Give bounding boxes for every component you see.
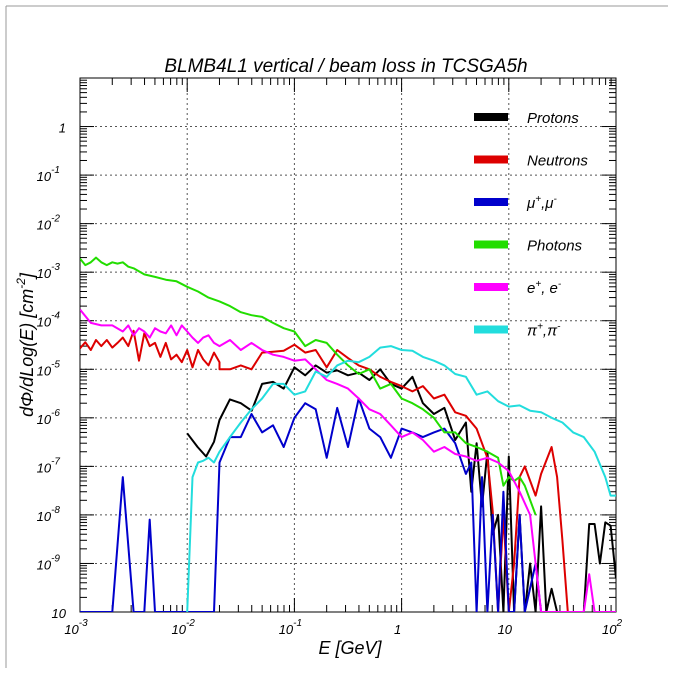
- legend-label-part: ,π: [543, 323, 558, 340]
- legend-label: Neutrons: [527, 153, 588, 170]
- y-tick-label: 10-4: [37, 311, 61, 330]
- y-axis-label-main: dΦ/dLog(E) [cm: [17, 289, 37, 417]
- x-tick-base: 10: [172, 622, 187, 637]
- y-tick-label: 10: [52, 606, 67, 621]
- legend-label-sup: +: [535, 194, 541, 205]
- legend-label-sup: +: [537, 322, 543, 333]
- y-tick-label: 10-5: [37, 359, 61, 378]
- y-tick-base: 10: [37, 509, 52, 524]
- legend-label-sup: -: [553, 194, 557, 205]
- legend-label-part: e: [527, 280, 535, 297]
- y-tick-base: 10: [37, 266, 52, 281]
- ticks: [79, 77, 617, 613]
- y-tick-exponent: -2: [51, 214, 60, 225]
- x-tick-base: 10: [498, 622, 513, 637]
- legend-swatch: [474, 325, 508, 334]
- x-axis-label: E [GeV]: [318, 638, 382, 658]
- legend-swatch: [474, 113, 508, 121]
- y-tick-exponent: -6: [51, 408, 60, 419]
- x-tick-base: 10: [602, 622, 617, 637]
- y-tick-exponent: -7: [51, 456, 60, 467]
- legend-label-sup: -: [558, 279, 562, 290]
- x-tick-exponent: -2: [186, 618, 195, 629]
- y-tick-label: 10-6: [37, 408, 61, 427]
- series-line-e-e: [80, 308, 616, 612]
- series-line-protons: [186, 364, 616, 612]
- x-tick-exponent: 2: [615, 618, 622, 629]
- y-tick-label: 10-9: [37, 553, 61, 572]
- y-tick-exponent: -8: [51, 505, 60, 516]
- y-tick-label: 10-1: [37, 165, 60, 184]
- x-tick-exponent: -1: [293, 618, 302, 629]
- legend-label-sup: -: [557, 322, 561, 333]
- y-tick-base: 10: [37, 363, 52, 378]
- tick-labels: 10-3 10-2 10-1 1 10 1021010-910-810-710-610-5…: [37, 121, 623, 637]
- legend-label-part: , e: [541, 280, 558, 297]
- series-line-series-5: [186, 345, 616, 612]
- series-group: [80, 256, 616, 612]
- x-tick-base: 10: [279, 622, 294, 637]
- legend-label-sup: +: [535, 279, 541, 290]
- y-tick-base: 10: [37, 557, 52, 572]
- y-tick-exponent: -5: [51, 359, 60, 370]
- series-line-series-2: [80, 397, 552, 612]
- y-tick-base: 10: [37, 169, 52, 184]
- y-tick-base: 10: [37, 460, 52, 475]
- y-tick-label: 10-8: [37, 505, 61, 524]
- y-tick-label: 10-7: [37, 456, 61, 475]
- y-axis-label-text: dΦ/dLog(E) [cm-2]: [14, 272, 37, 417]
- y-tick-label: 10-2: [37, 214, 61, 233]
- x-tick-exponent: -3: [79, 618, 88, 629]
- y-axis-label-tail: ]: [17, 272, 37, 280]
- y-tick-exponent: -9: [51, 553, 60, 564]
- y-axis-label: dΦ/dLog(E) [cm-2]: [14, 272, 37, 417]
- chart-title: BLMB4L1 vertical / beam loss in TCSGA5h: [164, 56, 527, 77]
- x-tick-label: 1: [394, 622, 401, 637]
- y-axis-label-exponent: -2: [14, 278, 28, 289]
- y-tick-label: 10-3: [37, 262, 61, 281]
- y-tick-base: 10: [52, 606, 67, 621]
- x-tick-label: 102: [602, 618, 622, 637]
- x-tick-label: 10-3: [64, 618, 88, 637]
- y-tick-exponent: -3: [51, 262, 60, 273]
- y-tick-exponent: -1: [51, 165, 60, 176]
- y-tick-label: 1: [59, 121, 66, 136]
- y-tick-exponent: -4: [51, 311, 60, 322]
- legend-swatch: [474, 283, 508, 291]
- legend-label: Protons: [527, 110, 579, 127]
- legend-label-part: π: [527, 323, 538, 340]
- legend-swatch: [474, 240, 508, 249]
- x-tick-label: 10-2: [172, 618, 196, 637]
- x-tick-base: 10: [64, 622, 79, 637]
- series-line-photons: [80, 256, 537, 516]
- y-tick-base: 10: [37, 315, 52, 330]
- x-tick-base: 1: [394, 622, 401, 637]
- legend-label: Photons: [527, 238, 583, 255]
- legend-label: μ+,μ-: [526, 194, 557, 212]
- x-tick-label: 10: [498, 622, 513, 637]
- y-tick-base: 10: [37, 218, 52, 233]
- y-tick-base: 10: [37, 412, 52, 427]
- x-tick-label: 10-1: [279, 618, 302, 637]
- plot-frame: [79, 77, 617, 613]
- legend-label: π+,π-: [527, 322, 561, 340]
- legend-label: e+, e-: [527, 279, 562, 297]
- y-tick-base: 1: [59, 121, 66, 136]
- legend-label-part: ,μ: [541, 195, 553, 212]
- x-axis-label-text: E [GeV]: [318, 638, 382, 658]
- legend-swatch: [474, 155, 508, 164]
- legend-label-part: μ: [526, 195, 535, 212]
- legend-swatch: [474, 198, 508, 206]
